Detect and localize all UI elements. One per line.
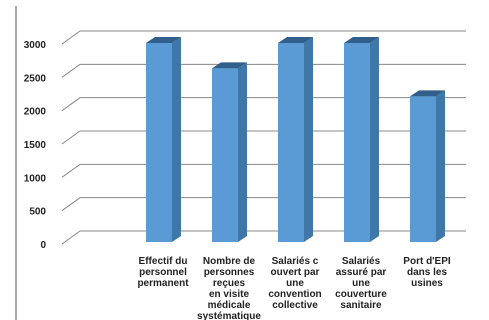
- grid-lines: [61, 30, 466, 245]
- y-axis-tick-labels: 0 500 1000 1500 2000 2500 3000: [24, 40, 47, 251]
- grid-line: [61, 230, 466, 245]
- y-tick-label: 2500: [24, 73, 47, 84]
- bar-front: [212, 68, 238, 242]
- y-tick-label: 3000: [24, 40, 47, 51]
- bar: [212, 62, 247, 243]
- bar-top: [212, 62, 247, 69]
- bar: [410, 90, 445, 242]
- x-category-label: Port d'EPI dans les usines: [403, 256, 451, 289]
- x-category-label: Effectif du personnel permanent: [137, 256, 189, 289]
- bar: [344, 37, 379, 242]
- grid-line: [61, 163, 466, 178]
- bar-front: [344, 43, 370, 242]
- bars: [146, 37, 445, 243]
- bar: [278, 37, 313, 242]
- grid-line: [61, 30, 466, 45]
- bar-front: [278, 43, 304, 242]
- bar-side: [238, 62, 247, 243]
- grid-line: [61, 130, 466, 145]
- bar-side: [436, 90, 445, 242]
- grid-line: [61, 97, 466, 112]
- y-tick-label: 2000: [24, 107, 47, 118]
- bar-top: [344, 37, 379, 43]
- bar-top: [410, 90, 445, 97]
- y-tick-label: 1000: [24, 173, 47, 184]
- bar: [146, 37, 181, 242]
- bar-side: [172, 37, 181, 242]
- y-tick-label: 1500: [24, 140, 47, 151]
- bar-top: [146, 37, 181, 43]
- y-tick-label: 0: [40, 240, 46, 251]
- grid-line: [61, 197, 466, 212]
- bar-side: [304, 37, 313, 242]
- grid-line: [61, 63, 466, 78]
- y-tick-label: 500: [29, 207, 46, 218]
- bar-front: [146, 43, 172, 242]
- x-category-label: Salariés assuré par une couverture sanitaire: [335, 256, 387, 311]
- bar-front: [410, 96, 436, 242]
- bar-top: [278, 37, 313, 43]
- bar-side: [370, 37, 379, 242]
- x-category-label: Salariés c ouvert par une convention collect…: [268, 256, 321, 311]
- x-category-label: Nombre de personnes reçues en visite médical…: [197, 256, 261, 320]
